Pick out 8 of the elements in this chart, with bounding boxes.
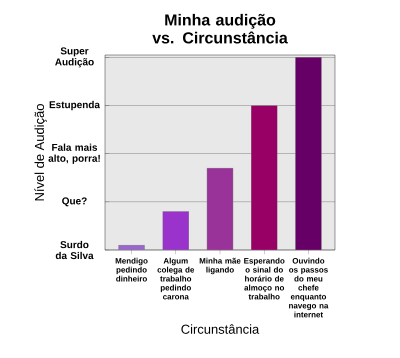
x-axis-title: Circunstância bbox=[181, 324, 260, 334]
chart-title: Minha audição vs. Circunstância bbox=[152, 14, 288, 44]
text: Super Audição bbox=[55, 47, 94, 68]
text: Fala mais alto, porra! bbox=[48, 144, 100, 164]
text: Surdo da Silva bbox=[56, 240, 94, 260]
text: Que? bbox=[62, 197, 87, 206]
y-axis-title: Nível de Audição bbox=[34, 104, 47, 200]
text: Estupenda bbox=[50, 100, 100, 110]
